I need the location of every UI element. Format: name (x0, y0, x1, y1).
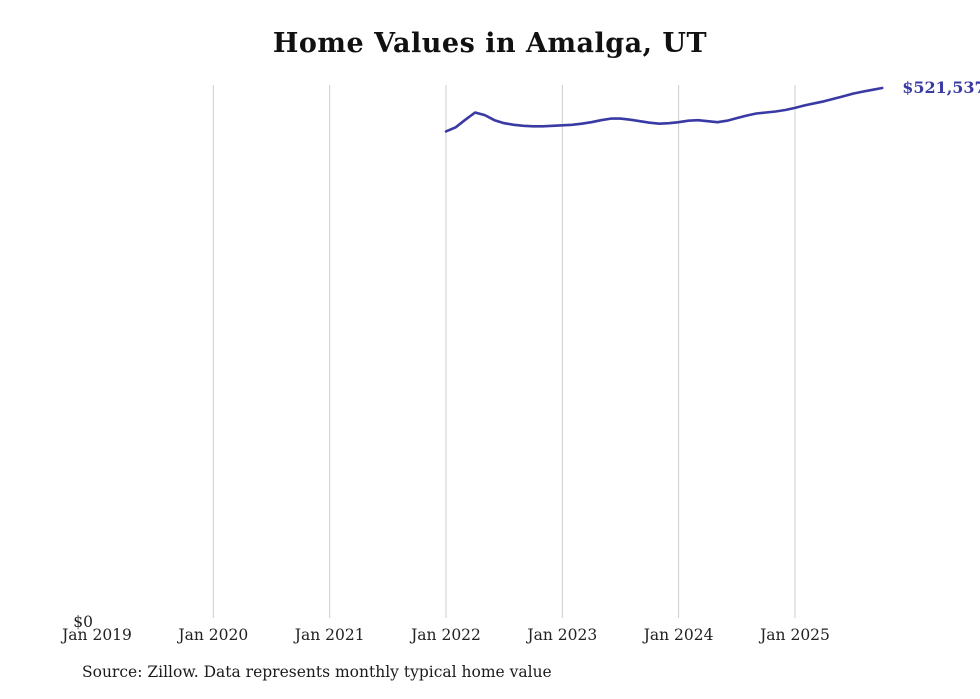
x-tick-label: Jan 2020 (176, 626, 248, 644)
x-tick-label: Jan 2024 (642, 626, 714, 644)
x-tick-label: Jan 2021 (293, 626, 365, 644)
x-tick-label: Jan 2025 (758, 626, 830, 644)
value-line (444, 86, 884, 133)
x-tick-label: Jan 2022 (409, 626, 481, 644)
x-tick-label: Jan 2023 (525, 626, 597, 644)
x-tick-label: Jan 2019 (60, 626, 132, 644)
chart-title: Home Values in Amalga, UT (272, 28, 708, 59)
end-value-label: $521,537 (902, 78, 980, 97)
y-zero-label: $0 (73, 613, 93, 631)
source-note: Source: Zillow. Data represents monthly … (82, 663, 552, 681)
